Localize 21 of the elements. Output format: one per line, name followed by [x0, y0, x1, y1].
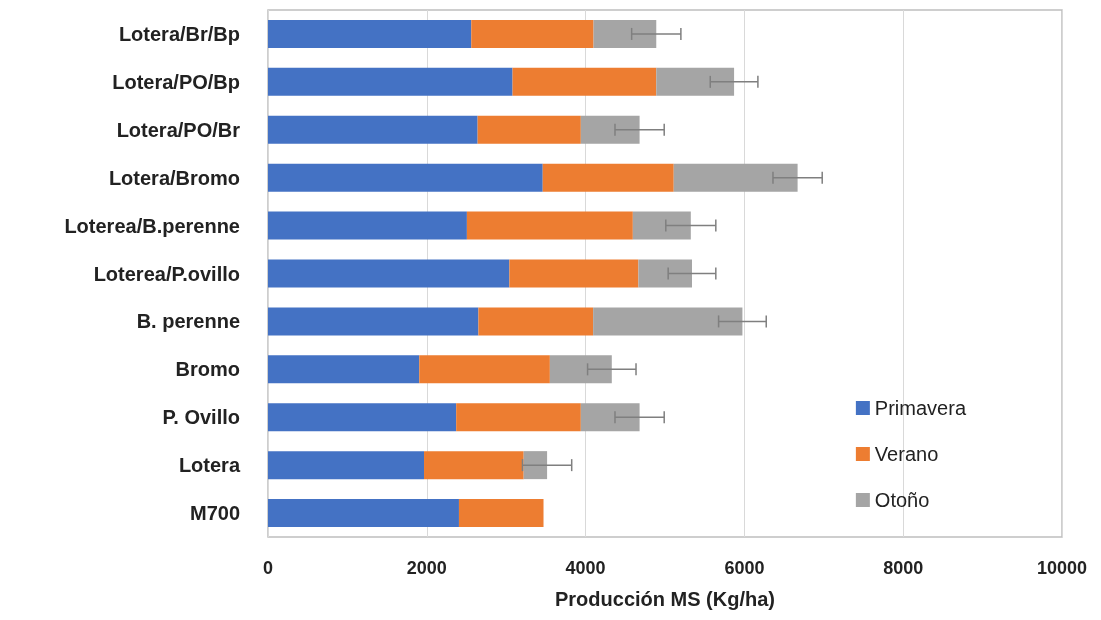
y-tick-label: P. Ovillo [162, 406, 240, 429]
y-tick-label: Loterea/P.ovillo [93, 262, 240, 285]
y-tick-label: Lotera/PO/Br [116, 118, 241, 141]
x-tick-label: 10000 [1036, 558, 1088, 578]
legend-label: Verano [874, 443, 939, 465]
x-tick-label: 2000 [406, 558, 447, 578]
x-tick-label: 8000 [883, 558, 924, 578]
y-tick-label: Loterea/B.perenne [64, 214, 240, 237]
y-tick-label: Lotera/Bromo [108, 166, 240, 189]
x-tick-label: 4000 [565, 558, 606, 578]
y-tick-label: Bromo [175, 358, 240, 381]
y-tick-label: Lotera/PO/Bp [112, 70, 240, 93]
y-tick-label: Lotera/Br/Bp [118, 22, 240, 45]
legend-label: Otoño [874, 489, 930, 511]
y-tick-label: M700 [189, 502, 240, 525]
x-tick-label: 0 [262, 558, 274, 578]
y-tick-label: B. perenne [136, 310, 240, 333]
y-tick-label: Lotera [178, 454, 241, 477]
legend-label: Primavera [874, 397, 967, 419]
x-axis-title: Producción MS (Kg/ha) [555, 588, 775, 610]
x-tick-label: 6000 [724, 558, 765, 578]
